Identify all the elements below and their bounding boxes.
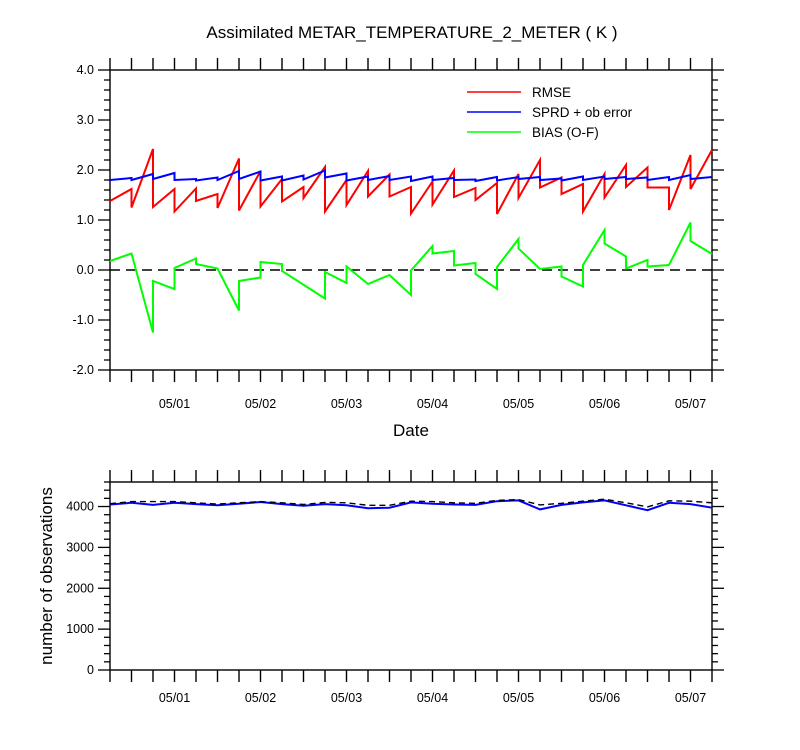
series-line-bias-o-f bbox=[109, 222, 713, 333]
series-line-rmse bbox=[109, 148, 713, 217]
y-axis-title-observations: number of observations bbox=[37, 487, 56, 665]
top-y-tick-label: 1.0 bbox=[77, 213, 94, 227]
top-x-tick-label: 05/05 bbox=[503, 397, 534, 411]
top-y-tick-labels: 4.0 3.0 2.0 1.0 0.0 -1.0 -2.0 bbox=[72, 63, 94, 377]
bottom-x-tick-label: 05/02 bbox=[245, 691, 276, 705]
top-y-tick-label: -2.0 bbox=[72, 363, 94, 377]
bottom-y-tick-label: 1000 bbox=[66, 622, 94, 636]
observations-possible-line bbox=[109, 498, 713, 508]
top-x-tick-label: 05/07 bbox=[675, 397, 706, 411]
bottom-y-tick-label: 0 bbox=[87, 663, 94, 677]
observations-used-line bbox=[109, 499, 713, 512]
x-axis-title: Date bbox=[393, 421, 429, 440]
legend: RMSE SPRD + ob error BIAS (O-F) bbox=[467, 85, 633, 140]
top-y-tick-label: -1.0 bbox=[72, 313, 94, 327]
top-x-tick-label: 05/02 bbox=[245, 397, 276, 411]
top-x-tick-label: 05/01 bbox=[159, 397, 190, 411]
legend-label: BIAS (O-F) bbox=[532, 125, 599, 140]
bottom-y-tick-label: 2000 bbox=[66, 581, 94, 595]
bottom-plot-frame bbox=[109, 481, 713, 671]
top-y-tick-label: 4.0 bbox=[77, 63, 94, 77]
bottom-x-tick-labels: 05/01 05/02 05/03 05/04 05/05 05/06 05/07 bbox=[159, 691, 706, 705]
legend-label: RMSE bbox=[532, 85, 571, 100]
series-line-sprd-ob-error bbox=[109, 168, 713, 183]
top-axis-ticks bbox=[98, 58, 724, 382]
bottom-series-lines bbox=[109, 498, 713, 512]
top-y-tick-label: 2.0 bbox=[77, 163, 94, 177]
bottom-y-tick-label: 3000 bbox=[66, 540, 94, 554]
chart-title: Assimilated METAR_TEMPERATURE_2_METER ( … bbox=[206, 23, 617, 42]
bottom-x-tick-label: 05/06 bbox=[589, 691, 620, 705]
legend-label: SPRD + ob error bbox=[532, 105, 633, 120]
top-y-tick-label: 0.0 bbox=[77, 263, 94, 277]
bottom-y-tick-label: 4000 bbox=[66, 500, 94, 514]
bottom-x-tick-label: 05/03 bbox=[331, 691, 362, 705]
top-x-tick-labels: 05/01 05/02 05/03 05/04 05/05 05/06 05/07 bbox=[159, 397, 706, 411]
bottom-y-tick-labels: 4000 3000 2000 1000 0 bbox=[66, 500, 94, 677]
top-x-tick-label: 05/04 bbox=[417, 397, 448, 411]
bottom-x-tick-label: 05/07 bbox=[675, 691, 706, 705]
bottom-x-tick-label: 05/05 bbox=[503, 691, 534, 705]
bottom-x-tick-label: 05/04 bbox=[417, 691, 448, 705]
top-x-tick-label: 05/03 bbox=[331, 397, 362, 411]
bottom-x-tick-label: 05/01 bbox=[159, 691, 190, 705]
top-x-tick-label: 05/06 bbox=[589, 397, 620, 411]
top-series-lines bbox=[109, 148, 713, 333]
top-y-tick-label: 3.0 bbox=[77, 113, 94, 127]
top-panel: 4.03.02.01.00.0-1.0-2.0 05/01 05/02 05/03 0… bbox=[72, 58, 724, 440]
bottom-axis-ticks bbox=[98, 470, 724, 682]
